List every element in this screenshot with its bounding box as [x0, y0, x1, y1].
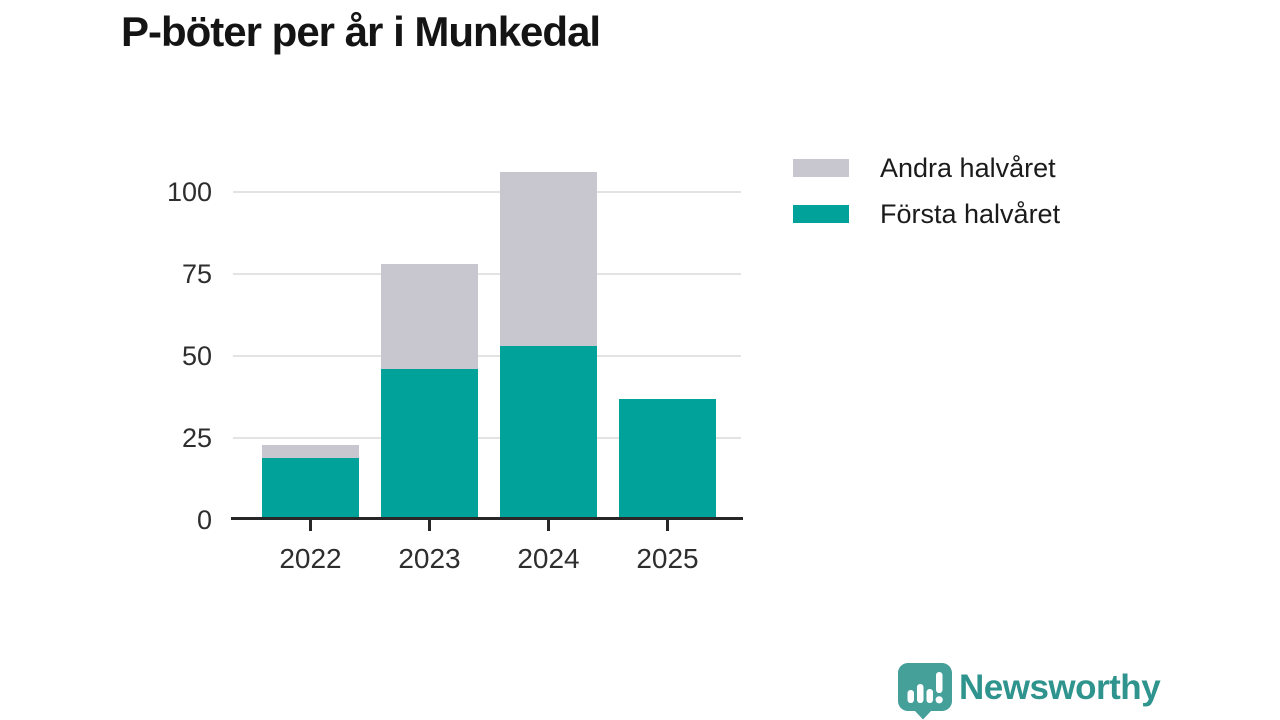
gridline-50 [233, 355, 741, 357]
bar-chart-speech-bubble-icon [898, 663, 952, 720]
x-axis-tick-2025 [666, 520, 669, 531]
y-axis-label-50: 50 [181, 341, 212, 371]
bar-2024-forsta-halvaret [500, 346, 597, 520]
x-axis-label-2023: 2023 [398, 543, 461, 574]
legend-swatch-forsta-halvaret [793, 205, 849, 223]
x-axis-tick-2023 [428, 520, 431, 531]
bar-2023-forsta-halvaret [381, 369, 478, 520]
gridline-100 [233, 191, 741, 193]
x-axis-tick-2024 [547, 520, 550, 531]
y-axis-label-25: 25 [181, 423, 212, 453]
legend-swatch-andra-halvaret [793, 159, 849, 177]
x-axis-tick-2022 [309, 520, 312, 531]
chart-title: P-böter per år i Munkedal [121, 8, 601, 55]
gridline-75 [233, 273, 741, 275]
legend-label-forsta-halvaret: Första halvåret [880, 198, 1061, 229]
bar-2022-forsta-halvaret [262, 457, 359, 520]
y-axis-label-100: 100 [166, 177, 212, 207]
gridline-25 [233, 437, 741, 439]
newsworthy-wordmark: Newsworthy [959, 667, 1161, 707]
x-axis-label-2022: 2022 [279, 543, 342, 574]
y-axis-label-75: 75 [181, 259, 212, 289]
x-axis-line [231, 517, 743, 520]
bar-2025-forsta-halvaret [619, 398, 716, 520]
newsworthy-logo: Newsworthy [898, 663, 1161, 720]
legend-item-forsta-halvaret: Första halvåret [793, 191, 1060, 237]
x-axis-label-2024: 2024 [517, 543, 580, 574]
legend: Andra halvåret Första halvåret [793, 145, 1060, 237]
legend-label-andra-halvaret: Andra halvåret [880, 152, 1056, 183]
bar-2022-andra-halvaret [262, 444, 359, 458]
y-axis-label-0: 0 [196, 505, 212, 535]
legend-item-andra-halvaret: Andra halvåret [793, 145, 1060, 191]
x-axis-label-2025: 2025 [636, 543, 699, 574]
bar-2023-andra-halvaret [381, 264, 478, 370]
bar-2024-andra-halvaret [500, 172, 597, 347]
